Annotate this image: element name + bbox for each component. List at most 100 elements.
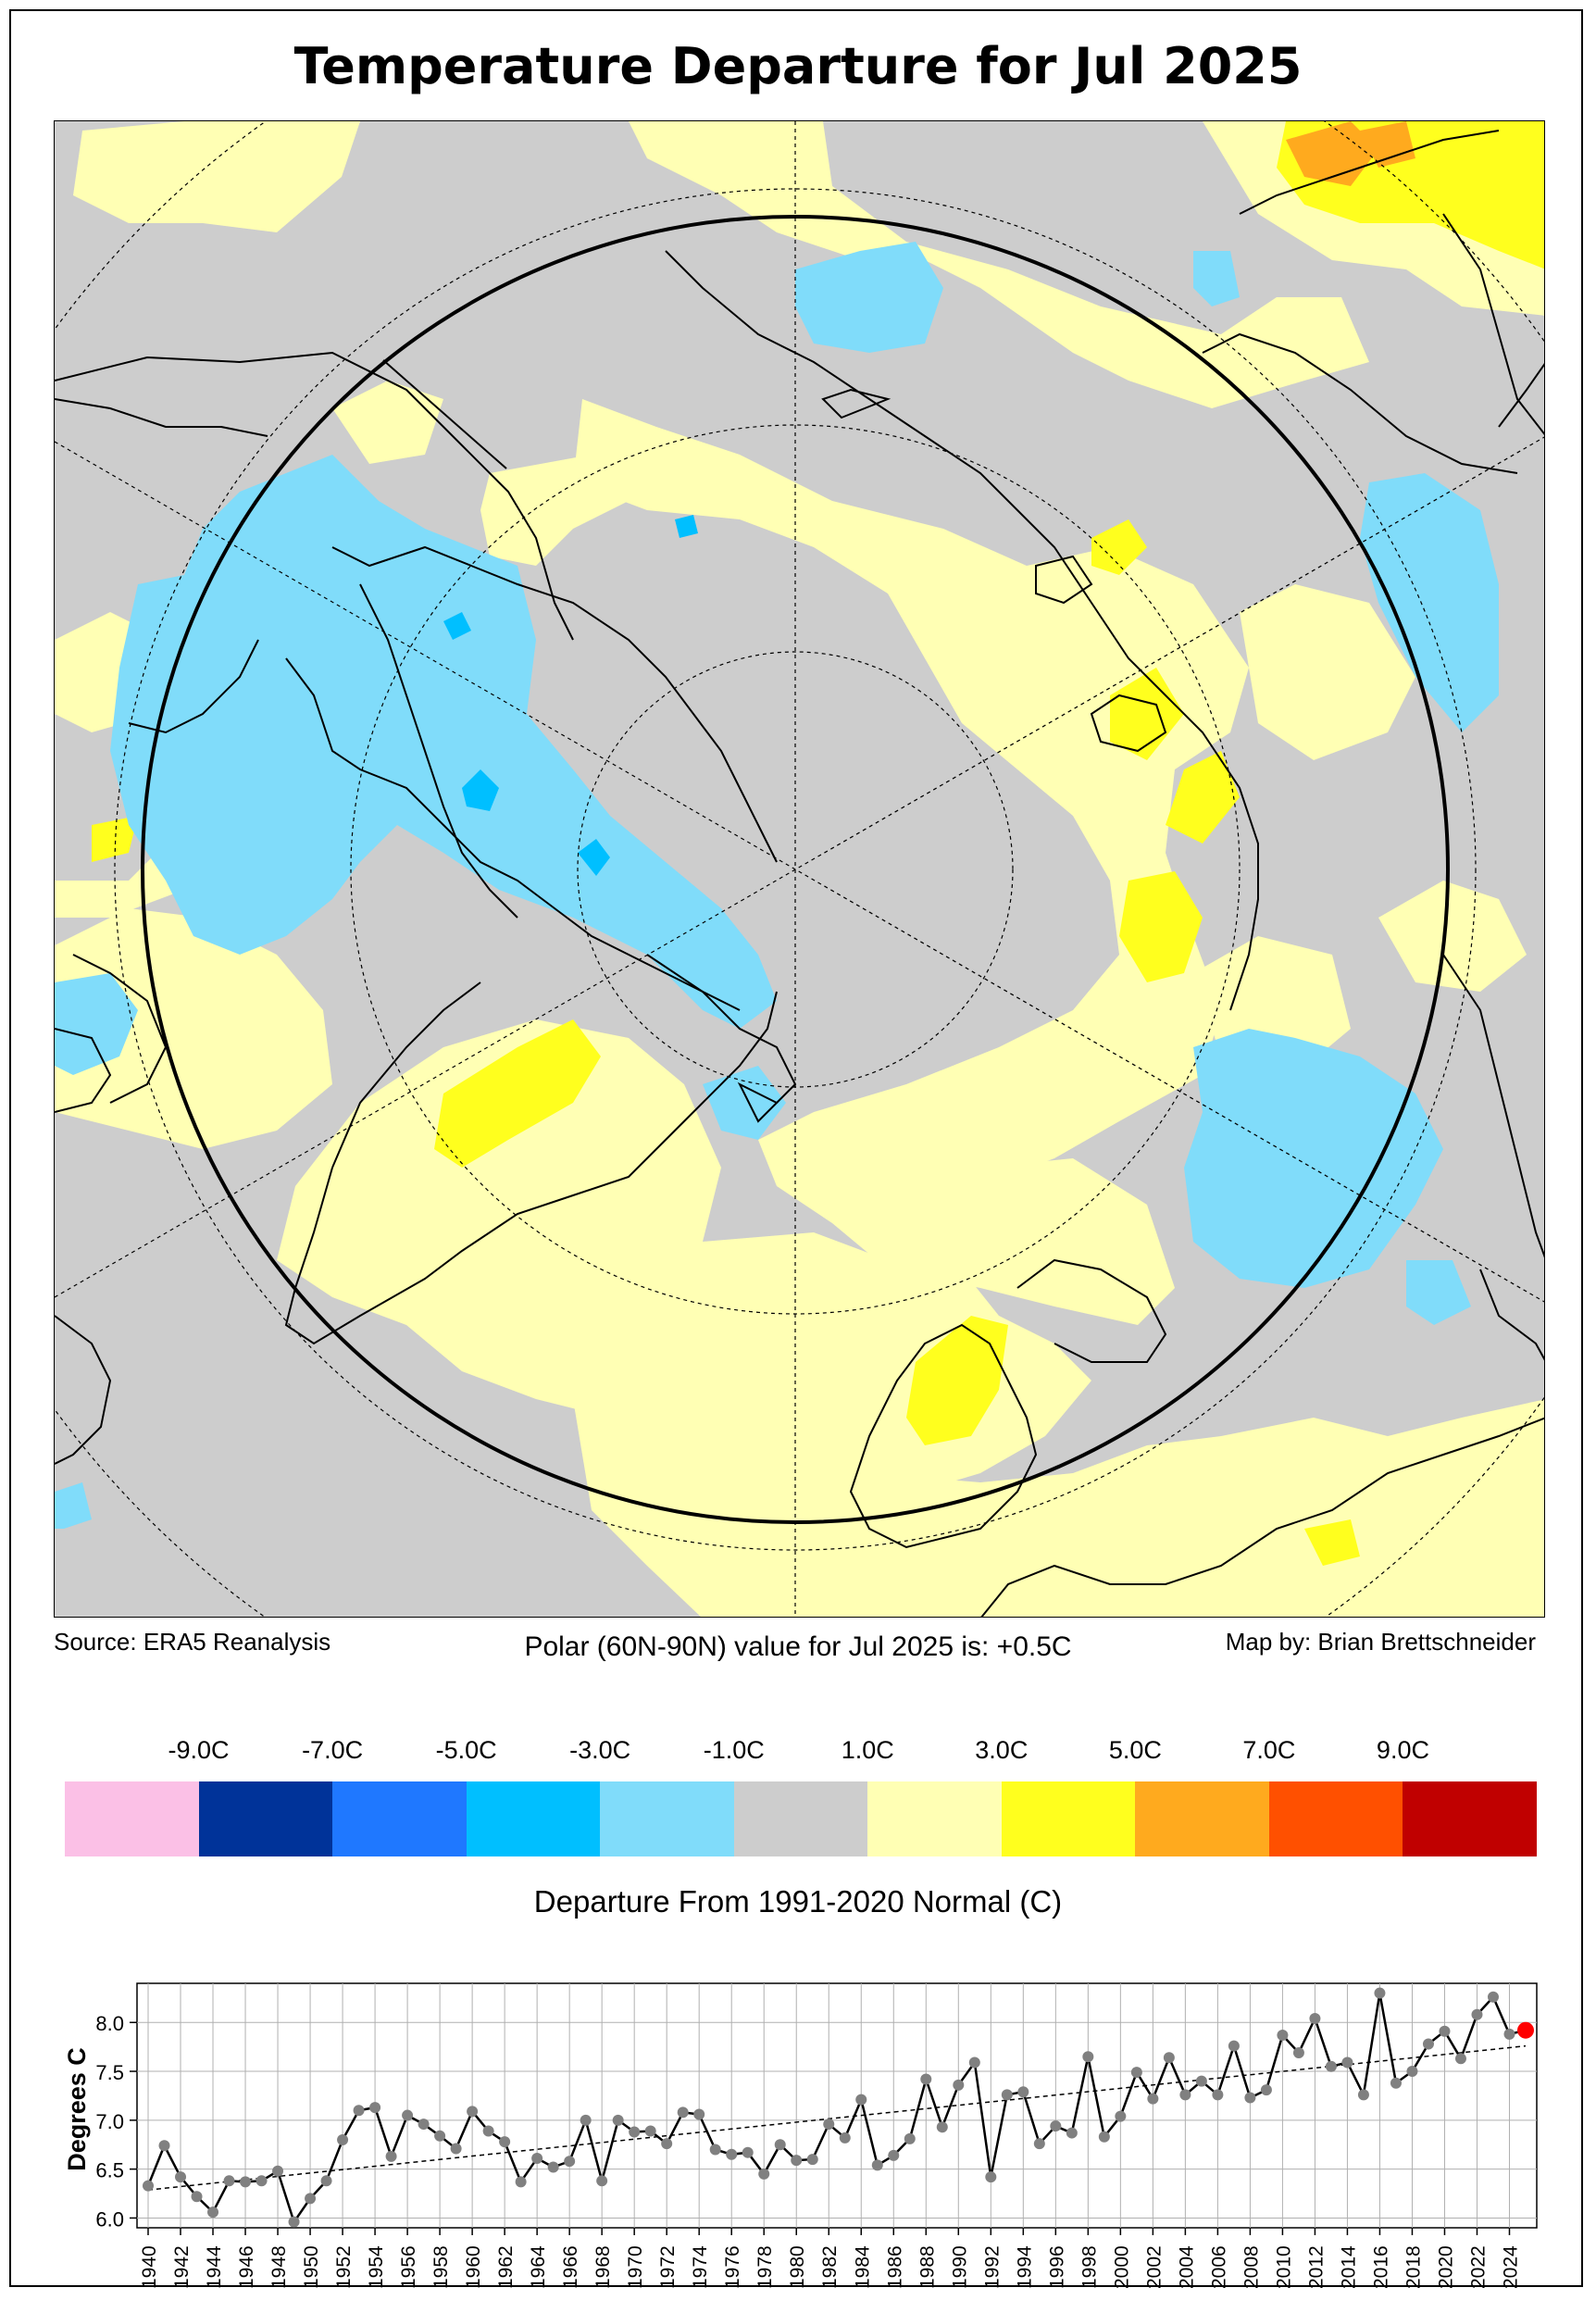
x-tick-label: 1970	[625, 2245, 646, 2289]
legend-title: Departure From 1991-2020 Normal (C)	[533, 1884, 1063, 1919]
legend-swatch	[1001, 1781, 1136, 1856]
data-point	[564, 2156, 576, 2168]
data-point	[305, 2193, 317, 2205]
anomaly-cool-3-5-regions	[443, 515, 698, 876]
x-tick-label: 1962	[495, 2245, 517, 2289]
data-point	[1147, 2093, 1159, 2105]
legend-tick-label: 5.0C	[1108, 1736, 1162, 1764]
data-point	[1115, 2110, 1127, 2122]
data-point	[482, 2125, 494, 2137]
x-tick-label: 1976	[722, 2245, 743, 2289]
x-tick-label: 1988	[916, 2245, 938, 2289]
data-point	[1082, 2051, 1094, 2063]
x-tick-label: 1974	[690, 2245, 711, 2289]
x-tick-label: 2012	[1305, 2245, 1327, 2289]
legend-tick-label: -5.0C	[435, 1736, 497, 1764]
data-point	[288, 2216, 300, 2228]
anomaly-cool-1-3-regions	[55, 242, 1499, 1529]
data-point	[1406, 2066, 1418, 2078]
legend-swatch	[1268, 1781, 1403, 1856]
y-tick-labels: 6.0 6.5 7.0 7.5 8.0	[95, 2012, 137, 2231]
x-tick-label: 2022	[1467, 2245, 1489, 2289]
legend-tick-label: 3.0C	[975, 1736, 1029, 1764]
data-point	[402, 2109, 414, 2121]
data-point	[547, 2161, 559, 2173]
x-tick-label: 1940	[139, 2245, 160, 2289]
legend-tick-label: 7.0C	[1242, 1736, 1296, 1764]
data-point	[337, 2133, 349, 2145]
source-caption: Source: ERA5 Reanalysis	[54, 1628, 331, 1656]
y-tick-label: 7.5	[95, 2061, 124, 2084]
polar-60n-circle	[141, 215, 1450, 1524]
data-point	[418, 2119, 430, 2131]
data-point	[1471, 2008, 1483, 2020]
data-point	[531, 2153, 543, 2165]
data-point	[661, 2138, 673, 2150]
x-tick-label: 1954	[366, 2245, 387, 2289]
data-point	[515, 2176, 527, 2188]
data-point	[353, 2105, 365, 2117]
x-tick-label: 2008	[1241, 2245, 1262, 2289]
y-tick-label: 6.5	[95, 2159, 124, 2182]
x-tick-label: 2002	[1143, 2245, 1165, 2289]
border-line	[382, 359, 507, 469]
legend-tick-label: -9.0C	[168, 1736, 230, 1764]
legend-tick-labels: -9.0C -7.0C -5.0C -3.0C -1.0C 1.0C 3.0C 5.0C 7.0…	[0, 1736, 1596, 1773]
x-tick-label: 1966	[560, 2245, 581, 2289]
data-point	[1374, 1987, 1386, 1999]
data-point	[742, 2146, 754, 2158]
polar-value-caption: Polar (60N-90N) value for Jul 2025 is: +…	[524, 1631, 1072, 1662]
data-point	[1487, 1991, 1499, 2003]
legend-tick-label: -7.0C	[302, 1736, 364, 1764]
data-point	[806, 2154, 818, 2166]
data-point	[272, 2165, 284, 2177]
data-point	[143, 2180, 154, 2192]
x-tick-label: 1944	[204, 2245, 225, 2289]
data-point	[1260, 2084, 1272, 2096]
x-tick-label: 1948	[268, 2245, 290, 2289]
data-point	[450, 2143, 462, 2155]
x-tick-label: 1990	[949, 2245, 970, 2289]
data-point	[1357, 2089, 1369, 2101]
x-tick-label: 1994	[1014, 2245, 1035, 2289]
data-point	[791, 2155, 803, 2167]
data-point	[1341, 2056, 1353, 2069]
data-point	[223, 2175, 235, 2187]
data-point	[855, 2094, 867, 2106]
data-point	[1001, 2089, 1013, 2101]
data-point	[823, 2119, 835, 2131]
data-point	[774, 2139, 786, 2151]
credit-caption: Map by: Brian Brettschneider	[1225, 1628, 1536, 1656]
data-point	[888, 2149, 900, 2161]
legend-swatch	[332, 1781, 467, 1856]
data-point	[1130, 2067, 1142, 2079]
data-point	[596, 2175, 608, 2187]
legend-tick-label: 1.0C	[841, 1736, 894, 1764]
data-point	[1277, 2029, 1289, 2041]
data-point	[1503, 2028, 1515, 2040]
data-point	[580, 2114, 592, 2126]
y-tick-label: 6.0	[95, 2207, 124, 2231]
data-point	[499, 2136, 511, 2148]
data-point	[936, 2121, 948, 2133]
x-tick-label: 2020	[1435, 2245, 1456, 2289]
legend-color-bar	[65, 1781, 1538, 1856]
data-point	[191, 2191, 203, 2203]
data-point	[758, 2168, 770, 2180]
legend-swatch	[733, 1781, 868, 1856]
x-tick-label: 1996	[1046, 2245, 1067, 2289]
data-point	[1098, 2131, 1110, 2143]
data-point	[1212, 2089, 1224, 2101]
data-point	[693, 2108, 705, 2120]
data-point	[1033, 2138, 1045, 2150]
data-point	[726, 2148, 738, 2160]
data-point	[1228, 2040, 1240, 2052]
data-point	[158, 2140, 170, 2152]
data-point	[434, 2130, 446, 2142]
x-tick-label: 1972	[657, 2245, 679, 2289]
data-point	[1179, 2089, 1191, 2101]
data-point	[920, 2073, 932, 2085]
legend-swatch	[466, 1781, 601, 1856]
x-tick-label: 1958	[430, 2245, 452, 2289]
x-tick-label: 2010	[1273, 2245, 1294, 2289]
